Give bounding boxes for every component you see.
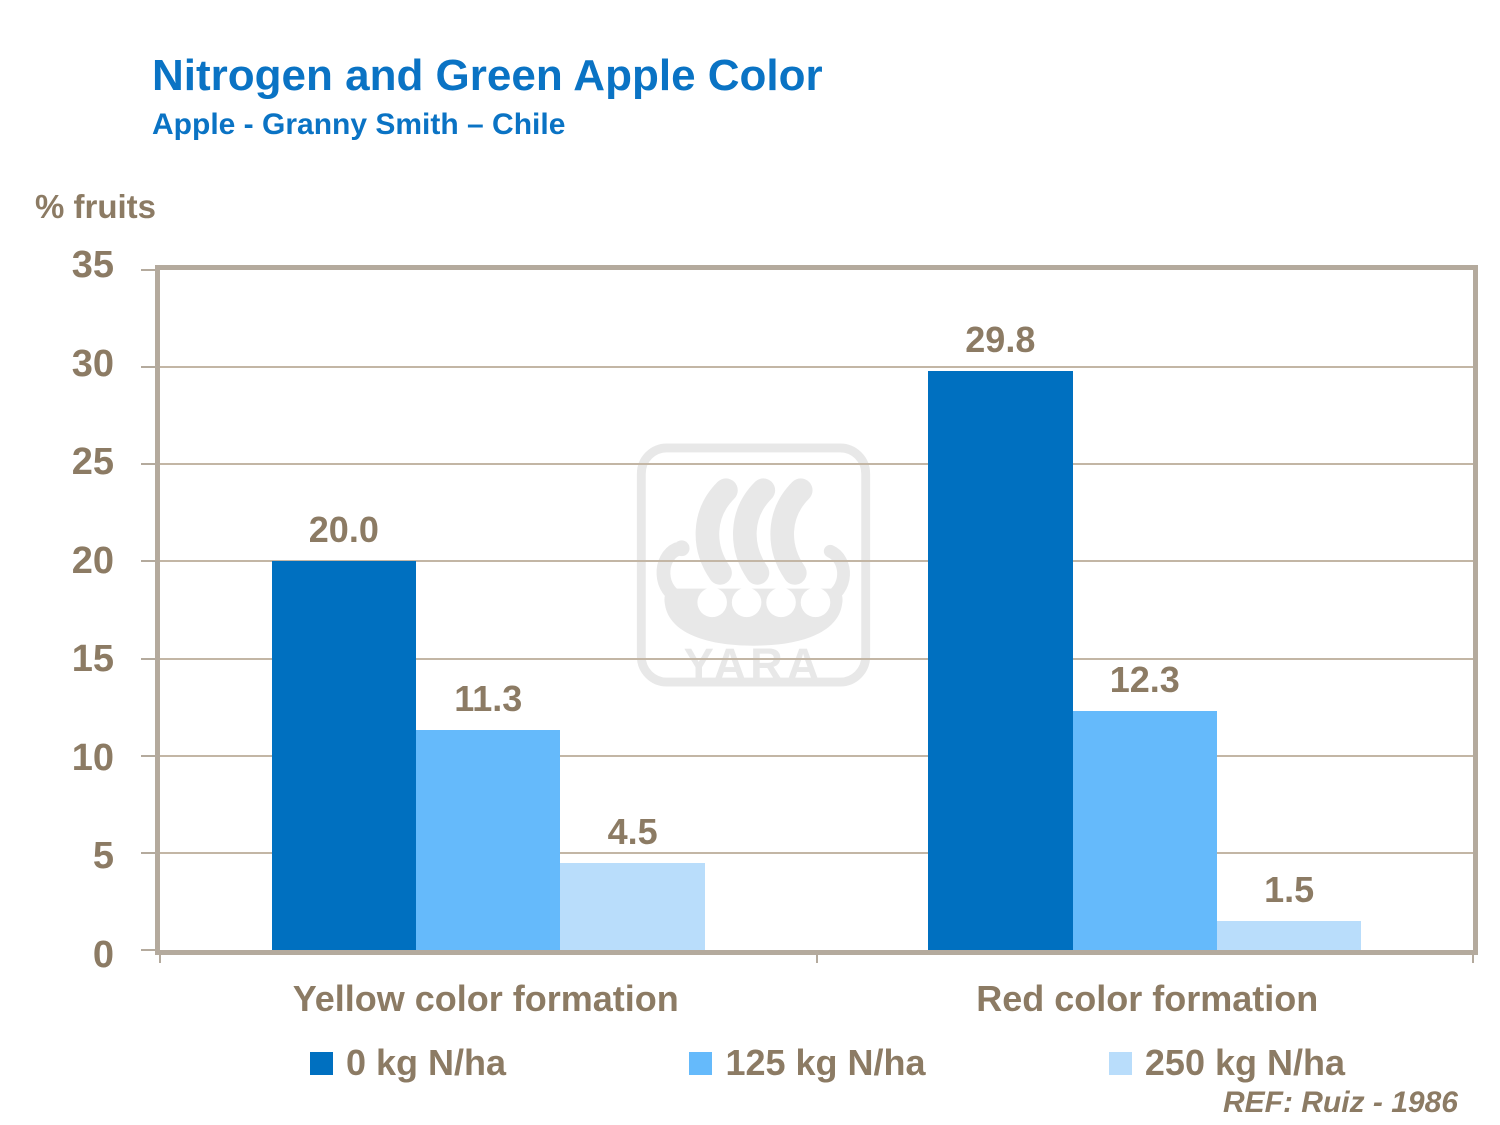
viking-ship-icon [656,478,850,646]
x-axis-category-labels: Yellow color formation Red color formati… [155,978,1478,1020]
bar: 12.3 [1072,659,1217,950]
legend-item-125kg: 125 kg N/ha [689,1042,926,1084]
legend-label-250kg: 250 kg N/ha [1144,1042,1345,1083]
bar: 4.5 [560,811,705,950]
legend-label-125kg: 125 kg N/ha [725,1042,926,1083]
gridline [160,754,1473,757]
legend-swatch-0kg [310,1051,333,1075]
gridline [160,366,1473,369]
bar-value-label: 20.0 [308,509,379,551]
y-axis-tick [141,851,155,854]
bar-value-label: 4.5 [607,810,658,852]
y-axis-tick [141,463,155,466]
y-axis-tick [141,657,155,660]
y-axis-tick [141,269,155,271]
y-axis-tick-label: 5 [92,835,114,878]
y-axis-tick-label: 35 [71,244,114,286]
legend-label-0kg: 0 kg N/ha [346,1042,507,1083]
y-axis-tick-label: 0 [92,934,114,976]
bar-group-red: 29.8 12.3 1.5 [817,270,1474,950]
y-axis-tick [141,366,155,369]
gridline [160,463,1473,466]
y-axis-tick [141,754,155,757]
bar-value-label: 11.3 [454,678,523,720]
prow-head [673,540,690,557]
watermark-frame [636,443,871,687]
plot-area: YARA 20.0 11.3 4.5 29.8 12.3 1.5 [141,265,1478,963]
legend: 0 kg N/ha 125 kg N/ha 250 kg N/ha [310,1042,1345,1084]
y-axis-title: % fruits [35,188,157,225]
category-label-red: Red color formation [976,978,1319,1019]
y-axis-tick-label: 15 [71,638,114,681]
chart-title: Nitrogen and Green Apple Color [152,51,823,100]
bar: 11.3 [416,678,561,950]
legend-swatch-125kg [689,1051,713,1075]
x-axis-tick [1472,950,1474,963]
bar-group-yellow: 20.0 11.3 4.5 [160,270,817,950]
y-axis-tick-labels: 0 5 10 15 20 25 30 35 [0,246,130,974]
bar-value-label: 1.5 [1264,868,1315,910]
legend-item-0kg: 0 kg N/ha [310,1042,506,1084]
ship-prow [656,542,690,608]
yara-logo-watermark: YARA [636,443,871,689]
x-axis-tick [815,950,818,963]
chart-subtitle: Apple - Granny Smith – Chile [152,108,566,142]
category-label-yellow: Yellow color formation [292,978,679,1019]
gridline [160,657,1473,660]
ship-stern [817,544,850,607]
gridline [160,851,1473,854]
gridline [160,560,1473,563]
bar-value-label: 12.3 [1109,659,1180,701]
bar: 1.5 [1216,869,1362,950]
reference-citation: REF: Ruiz - 1986 [1222,1086,1458,1119]
y-axis-tick [141,949,155,951]
y-axis-tick-label: 30 [71,342,114,385]
title-block: Nitrogen and Green Apple Color Apple - G… [152,51,823,142]
y-axis-tick-label: 10 [71,736,114,779]
y-axis-tick-label: 20 [71,539,114,582]
bar: 20.0 [271,509,417,950]
legend-item-250kg: 250 kg N/ha [1108,1042,1345,1084]
x-axis-tick [159,950,161,963]
bar: 29.8 [928,319,1073,950]
y-axis-tick [141,560,155,563]
watermark-text: YARA [684,639,824,689]
legend-swatch-250kg [1108,1051,1132,1075]
y-axis-tick-label: 25 [71,441,114,484]
bar-value-label: 29.8 [965,319,1036,361]
